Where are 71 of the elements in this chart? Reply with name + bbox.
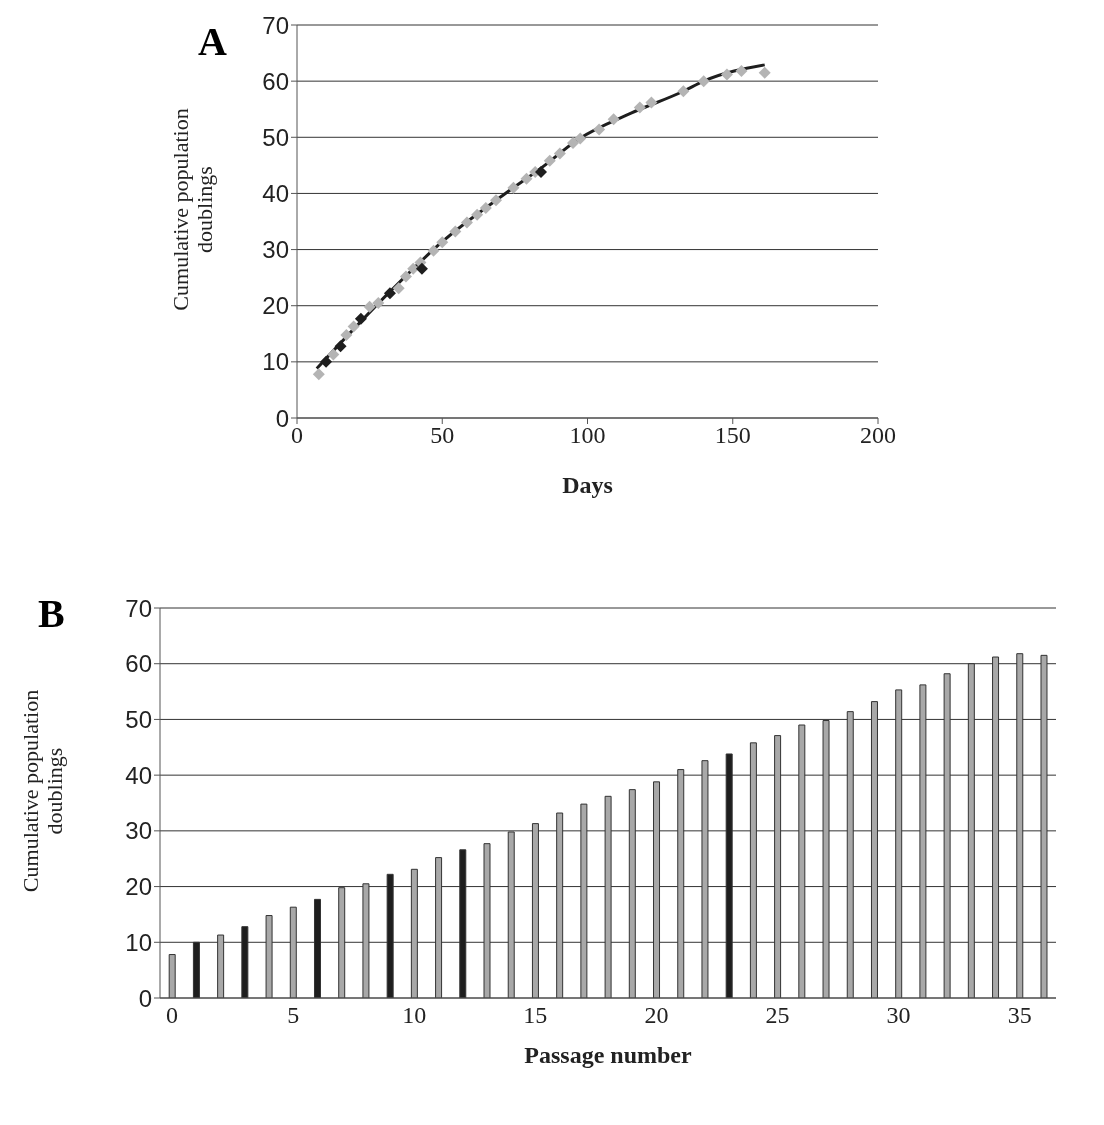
x-tick-label: 15 (523, 1002, 548, 1029)
point (593, 123, 606, 136)
bar (168, 954, 176, 998)
point (427, 244, 440, 257)
point (535, 166, 548, 179)
x-tick-label: 30 (886, 1002, 911, 1029)
point (489, 194, 502, 207)
y-tick-label: 40 (262, 179, 289, 207)
x-axis-title: Passage number (524, 1042, 693, 1068)
point (399, 270, 412, 283)
x-tick-label: 35 (1007, 1002, 1032, 1029)
point (354, 312, 367, 325)
point (334, 340, 347, 353)
x-tick-label: 50 (430, 422, 455, 449)
point (340, 328, 353, 341)
y-tick-label: 30 (125, 817, 152, 845)
point (735, 65, 748, 78)
point (320, 355, 333, 368)
x-tick-label: 0 (166, 1002, 179, 1029)
y-tick-label: 0 (138, 984, 152, 1012)
point (607, 113, 620, 126)
point (677, 85, 690, 98)
point (543, 154, 556, 167)
point (372, 296, 385, 309)
x-tick-label: 25 (765, 1002, 790, 1029)
point (566, 136, 579, 149)
point (720, 68, 733, 81)
point (436, 236, 449, 249)
point (347, 320, 360, 333)
y-tick-label: 60 (125, 650, 152, 678)
point (392, 282, 405, 295)
point (633, 101, 646, 114)
y-tick-label: 70 (125, 594, 152, 622)
y-tick-label: 60 (262, 67, 289, 95)
y-tick-label: 70 (262, 11, 289, 39)
point (383, 287, 396, 300)
point (449, 225, 462, 238)
point (574, 132, 587, 145)
x-tick-label: 10 (402, 1002, 427, 1029)
x-tick-label: 200 (860, 422, 896, 449)
point (415, 262, 428, 275)
point (312, 368, 325, 381)
y-tick-label: 30 (262, 236, 289, 264)
y-axis-title: Cumulative population doublings (168, 108, 217, 311)
point (697, 75, 710, 88)
point (327, 348, 340, 361)
y-axis-title: Cumulative population doublings (18, 689, 67, 893)
y-tick-label: 10 (125, 928, 152, 956)
x-axis-title: Days (562, 472, 613, 498)
y-tick-label: 20 (125, 873, 152, 901)
point (460, 216, 473, 229)
x-tick-label: 20 (644, 1002, 669, 1029)
x-tick-label: 5 (287, 1002, 300, 1029)
point (645, 96, 658, 109)
point (471, 208, 484, 221)
point (520, 172, 533, 185)
x-tick-label: 150 (714, 422, 751, 449)
point (479, 202, 492, 215)
y-tick-label: 10 (262, 348, 289, 376)
point (363, 300, 376, 313)
x-tick-label: 100 (569, 422, 606, 449)
chart-title: B (38, 590, 65, 637)
point (553, 147, 566, 160)
y-tick-label: 20 (262, 292, 289, 320)
y-tick-label: 50 (125, 705, 152, 733)
chart-title: A (198, 18, 227, 65)
y-tick-label: 0 (275, 404, 289, 432)
point (758, 66, 771, 79)
y-tick-label: 40 (125, 761, 152, 789)
point (507, 181, 520, 194)
y-tick-label: 50 (262, 123, 289, 151)
